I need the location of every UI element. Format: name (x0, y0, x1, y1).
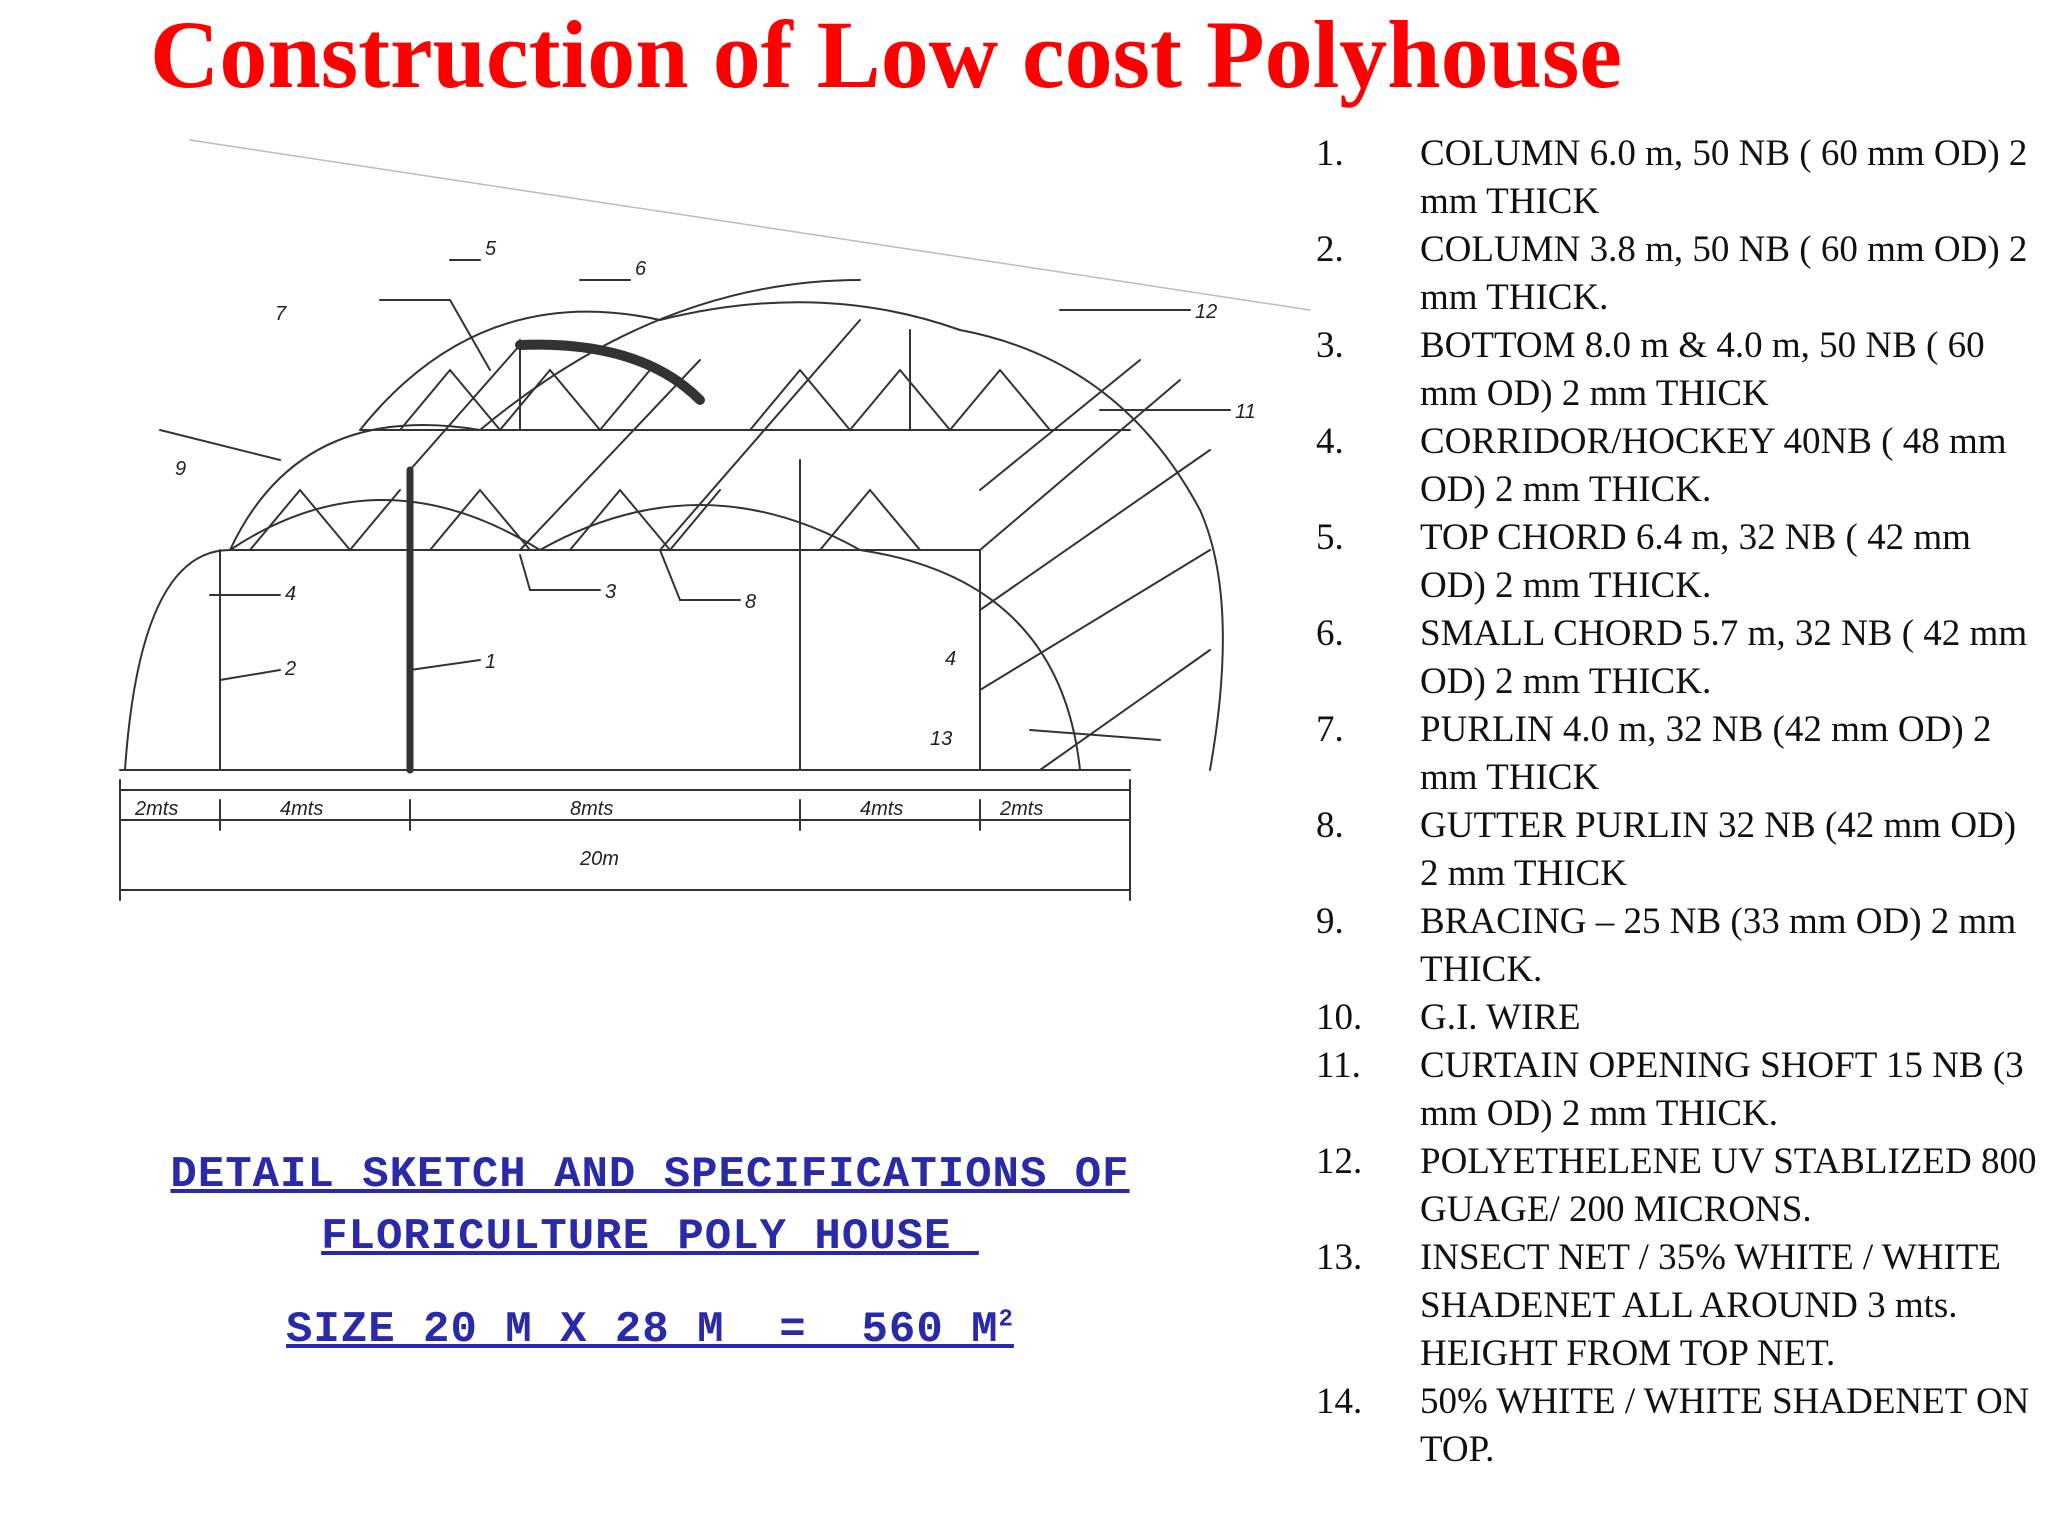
dim-total: 20m (579, 848, 619, 870)
callout-2: 2 (284, 658, 296, 680)
caption-line-1: DETAIL SKETCH AND SPECIFICATIONS OF (170, 1150, 1130, 1200)
spec-item: 6. SMALL CHORD 5.7 m, 32 NB ( 42 mm OD) … (1316, 613, 2028, 702)
polyhouse-sketch: 2mts 4mts 8mts 4mts 2mts 20m 1 2 3 4 4 5… (100, 130, 1320, 910)
spec-list: 1. COLUMN 6.0 m, 50 NB ( 60 mm OD) 2 mm T… (1310, 130, 2040, 1474)
spec-item: 10. G.I. WIRE (1316, 997, 1581, 1038)
page-title: Construction of Low cost Polyhouse (150, 1, 1623, 108)
spec-item: 9. BRACING – 25 NB (33 mm OD) 2 mm THICK… (1316, 901, 2017, 990)
callout-1: 1 (485, 651, 496, 673)
callout-3: 3 (605, 581, 616, 603)
spec-item: 5. TOP CHORD 6.4 m, 32 NB ( 42 mm OD) 2 m… (1316, 517, 1971, 606)
spec-item: 11. CURTAIN OPENING SHOFT 15 NB (3 mm OD)… (1316, 1045, 2024, 1134)
callout-9: 9 (175, 458, 186, 480)
size-text: SIZE 20 M X 28 M = 560 M (286, 1305, 999, 1355)
callout-7: 7 (275, 303, 287, 325)
spec-item: 4. CORRIDOR/HOCKEY 40NB ( 48 mm OD) 2 mm … (1316, 421, 2007, 510)
callout-4-left: 4 (285, 583, 296, 605)
dim-8mts: 8mts (570, 798, 613, 820)
caption-line-2: FLORICULTURE POLY HOUSE (321, 1212, 979, 1262)
spec-item: 2. COLUMN 3.8 m, 50 NB ( 60 mm OD) 2 mm … (1316, 229, 2028, 318)
spec-item: 3. BOTTOM 8.0 m & 4.0 m, 50 NB ( 60 mm O… (1316, 325, 1985, 414)
dim-2mts-right: 2mts (999, 798, 1043, 820)
spec-item: 1. COLUMN 6.0 m, 50 NB ( 60 mm OD) 2 mm T… (1316, 133, 2028, 222)
callout-12: 12 (1195, 301, 1217, 323)
callout-6: 6 (635, 258, 647, 280)
dim-4mts-right: 4mts (860, 798, 903, 820)
spec-item: 14. 50% WHITE / WHITE SHADENET ON TOP. (1316, 1381, 2030, 1470)
spec-item: 7. PURLIN 4.0 m, 32 NB (42 mm OD) 2 mm T… (1316, 709, 1992, 798)
front-arch-outline (124, 279, 861, 771)
spec-item: 12. POLYETHELENE UV STABLIZED 800 GUAGE/ … (1316, 1141, 2037, 1230)
dim-4mts-left: 4mts (280, 798, 323, 820)
small-chord (515, 339, 705, 405)
callout-13: 13 (930, 728, 952, 750)
callout-4-right: 4 (945, 648, 956, 670)
dim-2mts-left: 2mts (134, 798, 178, 820)
size-superscript: 2 (998, 1306, 1014, 1334)
callout-5-top: 5 (485, 238, 497, 260)
callout-8: 8 (745, 591, 756, 613)
spec-item: 13. INSECT NET / 35% WHITE / WHITE SHADEN… (1316, 1237, 2001, 1374)
sketch-svg: 2mts 4mts 8mts 4mts 2mts 20m 1 2 3 4 4 5… (119, 139, 1311, 901)
spec-item: 8. GUTTER PURLIN 32 NB (42 mm OD) 2 mm TH… (1316, 805, 2017, 894)
callout-11: 11 (1235, 401, 1256, 423)
caption-size: SIZE 20 M X 28 M = 560 M2 (100, 1305, 1200, 1355)
